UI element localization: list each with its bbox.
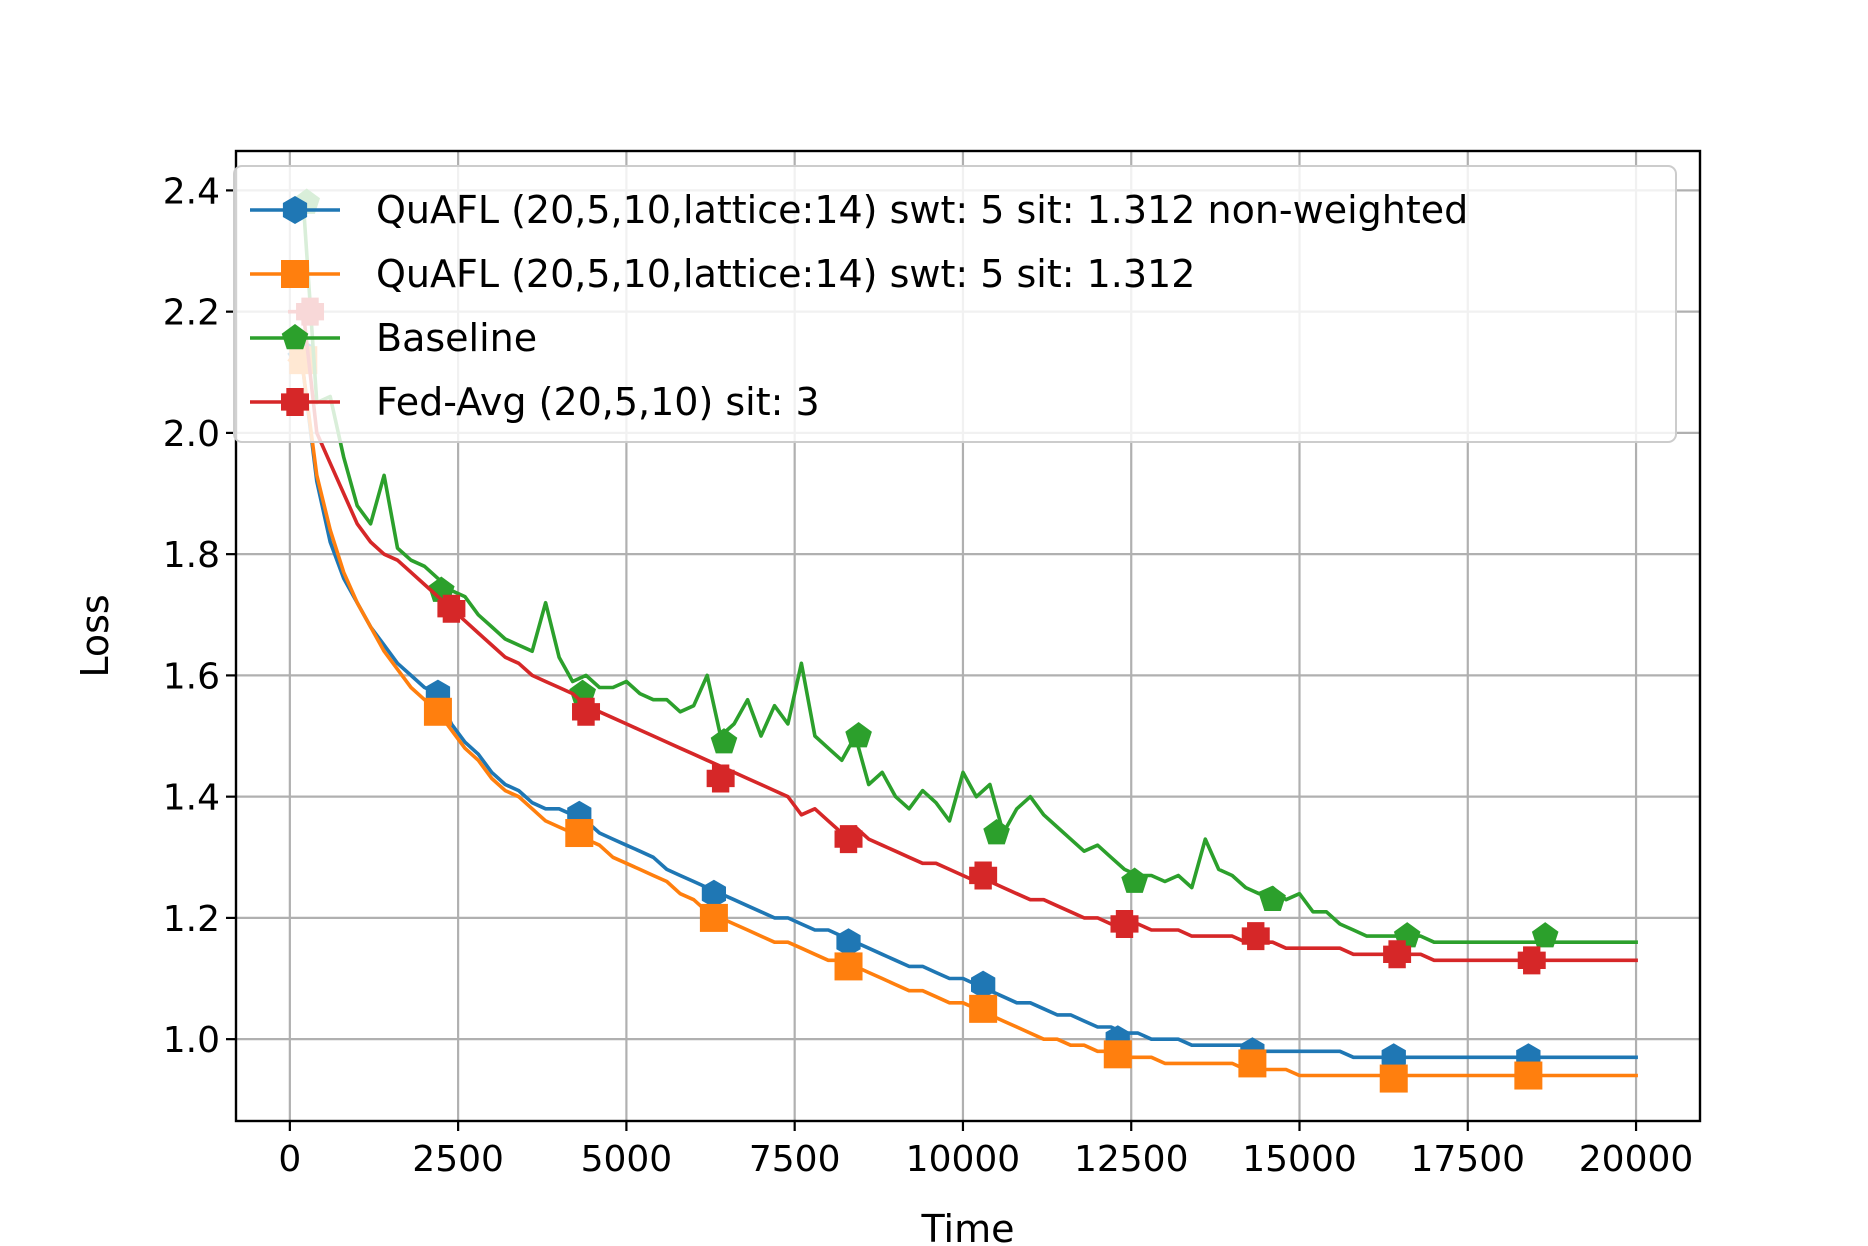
legend-marker-0 xyxy=(282,196,308,224)
legend-label-3: Fed-Avg (20,5,10) sit: 3 xyxy=(376,380,820,424)
x-tick-label: 2500 xyxy=(412,1139,504,1180)
legend: QuAFL (20,5,10,lattice:14) swt: 5 sit: 1… xyxy=(233,165,1677,443)
y-tick-label: 2.2 xyxy=(163,293,220,334)
legend-marker-2 xyxy=(281,324,309,350)
x-tick-label: 17500 xyxy=(1411,1139,1526,1180)
legend-box xyxy=(233,165,1677,443)
y-tick-label: 1.8 xyxy=(163,535,220,576)
series-3-marker xyxy=(1241,922,1270,951)
series-3-marker xyxy=(437,594,466,623)
series-1-marker xyxy=(969,994,998,1023)
y-axis-label: Loss xyxy=(73,594,117,677)
x-tick-label: 15000 xyxy=(1242,1139,1357,1180)
series-1-marker xyxy=(1238,1049,1267,1078)
legend-label-1: QuAFL (20,5,10,lattice:14) swt: 5 sit: 1… xyxy=(376,252,1195,296)
series-0-marker xyxy=(836,928,861,957)
series-3-marker xyxy=(834,825,863,854)
legend-label-2: Baseline xyxy=(376,316,537,360)
series-0-marker xyxy=(701,879,726,908)
series-3-marker xyxy=(1517,946,1546,975)
series-line-1 xyxy=(287,357,1638,1078)
series-2-marker xyxy=(983,819,1010,845)
series-2-marker xyxy=(1531,922,1559,948)
series-2-marker xyxy=(845,722,872,748)
series-2-marker xyxy=(710,728,738,754)
legend-marker-3 xyxy=(281,388,309,416)
series-3-marker xyxy=(1383,940,1412,969)
series-1-marker xyxy=(423,697,452,726)
series-1-marker xyxy=(1514,1061,1543,1090)
series-1-marker xyxy=(699,903,728,932)
series-3-marker xyxy=(572,697,601,726)
series-3-marker xyxy=(706,764,735,793)
x-tick-label: 0 xyxy=(278,1139,301,1180)
series-2-marker xyxy=(1259,885,1286,911)
series-line-3 xyxy=(288,309,1638,963)
y-tick-label: 1.6 xyxy=(163,656,220,697)
legend-label-0: QuAFL (20,5,10,lattice:14) swt: 5 sit: 1… xyxy=(376,188,1468,232)
x-tick-label: 7500 xyxy=(749,1139,841,1180)
x-tick-label: 12500 xyxy=(1074,1139,1189,1180)
y-tick-label: 1.4 xyxy=(163,778,220,819)
y-tick-label: 1.2 xyxy=(163,899,220,940)
series-1-marker xyxy=(1379,1064,1408,1093)
series-3-marker xyxy=(969,861,998,890)
legend-marker-1 xyxy=(281,260,309,288)
series-1-marker xyxy=(565,819,594,848)
series-line-0 xyxy=(287,351,1638,1060)
series-1-marker xyxy=(834,952,863,981)
axes-frame xyxy=(234,149,1702,1123)
series-1-marker xyxy=(1103,1040,1132,1069)
y-tick-label: 1.0 xyxy=(163,1020,220,1061)
y-tick-label: 2.4 xyxy=(163,171,220,212)
series-0-marker xyxy=(1381,1043,1406,1072)
series-0-marker xyxy=(971,970,996,999)
x-tick-label: 5000 xyxy=(581,1139,673,1180)
series-2-marker xyxy=(1121,867,1148,893)
axis-ticks: 0 2500 5000 7500 10000 12500 15000 17500 20000 1.… xyxy=(163,171,1694,1180)
x-tick-label: 10000 xyxy=(906,1139,1021,1180)
y-tick-label: 2.0 xyxy=(163,414,220,455)
x-axis-label: Time xyxy=(921,1207,1015,1246)
series-3-marker xyxy=(1110,909,1139,938)
x-tick-label: 20000 xyxy=(1579,1139,1694,1180)
